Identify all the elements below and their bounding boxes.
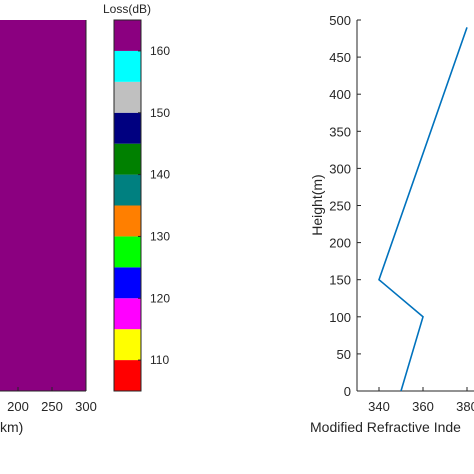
refractivity-profile-line xyxy=(378,27,468,392)
refractivity-panel: 0 50 100 150 200 250 300 350 400 450 500 340 360 380… xyxy=(309,13,474,435)
refractivity-y-tick-label: 400 xyxy=(329,87,351,102)
colorbar-bin xyxy=(114,112,141,144)
colorbar-bin xyxy=(114,360,141,391)
loss-map-area xyxy=(0,20,86,391)
refractivity-y-tick-label: 0 xyxy=(344,384,351,399)
refractivity-x-axis-label: Modified Refractive Inde xyxy=(310,419,461,435)
colorbar-bin xyxy=(114,20,141,51)
colorbar-tick-label: 160 xyxy=(150,44,170,58)
colorbar-bin xyxy=(114,329,141,361)
colorbar-bin xyxy=(114,236,141,268)
colorbar-bin xyxy=(114,50,141,82)
colorbar-ticks: 110 120 130 140 150 160 xyxy=(138,44,170,367)
colorbar: Loss(dB) 110 120 130 140 150 160 xyxy=(103,2,170,392)
refractivity-x-tick-label: 380 xyxy=(456,399,474,414)
refractivity-x-tick-label: 360 xyxy=(412,399,434,414)
loss-map-x-axis-label: km) xyxy=(0,419,23,435)
colorbar-title: Loss(dB) xyxy=(103,2,151,16)
colorbar-bin xyxy=(114,143,141,175)
refractivity-y-tick-label: 100 xyxy=(329,310,351,325)
refractivity-y-tick-label: 200 xyxy=(329,236,351,251)
colorbar-bin xyxy=(114,298,141,330)
colorbar-frame xyxy=(113,19,142,392)
colorbar-tick-label: 150 xyxy=(150,106,170,120)
refractivity-y-tick-label: 250 xyxy=(329,199,351,214)
loss-map-panel: 200 250 300 km) xyxy=(0,20,97,435)
refractivity-y-tick-label: 50 xyxy=(337,347,351,362)
refractivity-y-tick-label: 300 xyxy=(329,161,351,176)
loss-map-x-ticks: 200 250 300 xyxy=(7,387,97,414)
refractivity-x-ticks: 340 360 380 xyxy=(368,387,474,414)
colorbar-bin xyxy=(114,174,141,206)
loss-map-x-tick-label: 200 xyxy=(7,399,29,414)
refractivity-y-tick-label: 150 xyxy=(329,273,351,288)
refractivity-y-tick-label: 450 xyxy=(329,50,351,65)
refractivity-y-ticks: 0 50 100 150 200 250 300 350 400 450 500 xyxy=(329,13,361,399)
colorbar-tick-label: 140 xyxy=(150,168,170,182)
loss-map-x-tick-label: 300 xyxy=(75,399,97,414)
refractivity-y-axis-label: Height(m) xyxy=(309,174,325,235)
colorbar-bin xyxy=(114,81,141,113)
colorbar-bin xyxy=(114,267,141,299)
colorbar-bin xyxy=(114,205,141,237)
refractivity-x-tick-label: 340 xyxy=(368,399,390,414)
colorbar-tick-label: 110 xyxy=(150,353,169,367)
colorbar-tick-label: 130 xyxy=(150,229,170,243)
colorbar-bins xyxy=(114,20,141,391)
loss-map-x-tick-label: 250 xyxy=(41,399,63,414)
refractivity-y-tick-label: 500 xyxy=(329,13,351,28)
refractivity-y-tick-label: 350 xyxy=(329,124,351,139)
colorbar-tick-label: 120 xyxy=(150,291,170,305)
